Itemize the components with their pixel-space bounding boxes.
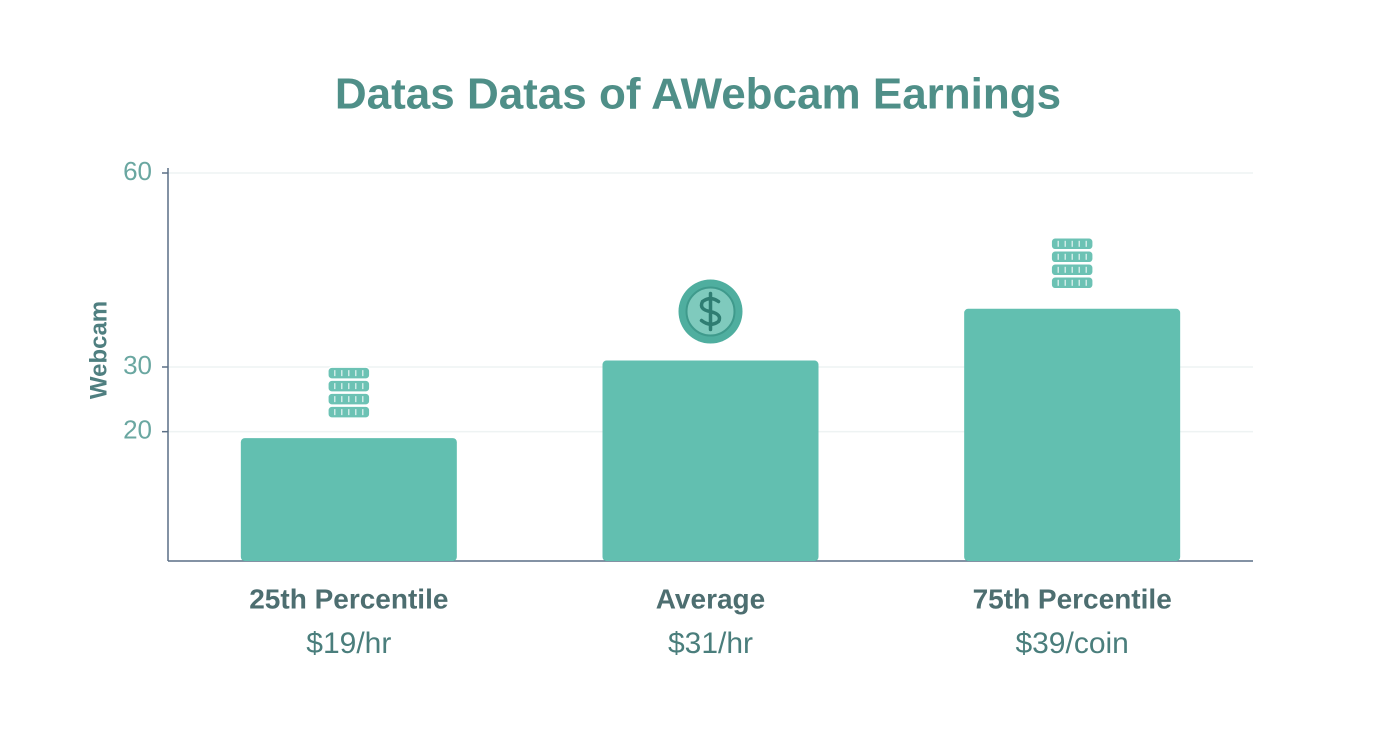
bar xyxy=(602,360,819,561)
x-tick-label: Average xyxy=(656,583,765,614)
value-label: $31/hr xyxy=(668,627,753,660)
dollar-coin-icon xyxy=(678,279,743,344)
x-tick-label: 75th Percentile xyxy=(973,583,1172,614)
y-tick-label: 60 xyxy=(123,156,152,186)
value-label: $19/hr xyxy=(306,627,391,660)
chart-title: Datas Datas of AWebcam Earnings xyxy=(335,70,1061,119)
y-tick-label: 20 xyxy=(123,415,152,445)
coin-stack-icon xyxy=(327,366,371,419)
x-tick-label: 25th Percentile xyxy=(249,583,448,614)
coin-stack-icon xyxy=(1050,237,1094,290)
dollar-sign xyxy=(699,291,722,332)
y-tick-label: 30 xyxy=(123,350,152,380)
value-label: $39/coin xyxy=(1015,627,1128,660)
bar xyxy=(240,438,457,561)
bar xyxy=(964,308,1181,561)
y-axis-label: Webcam xyxy=(85,301,112,399)
